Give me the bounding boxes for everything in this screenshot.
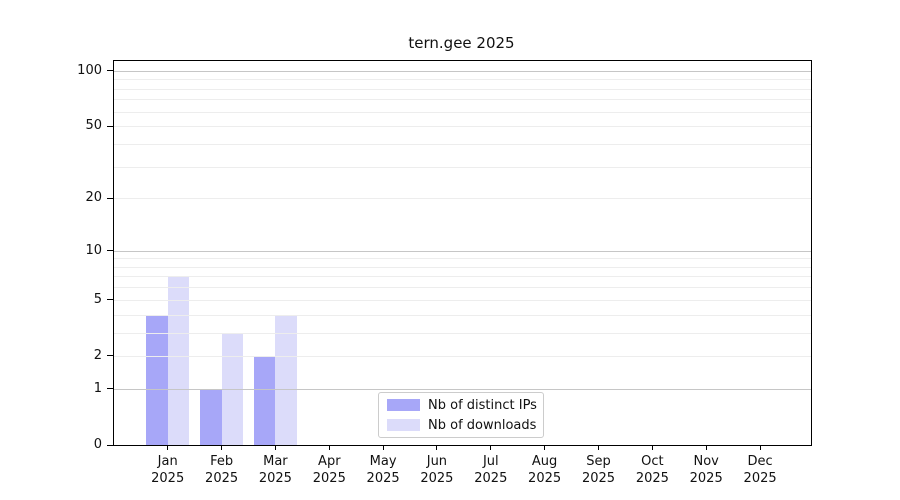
x-tick-label: Jan 2025	[151, 454, 185, 486]
y-tick-mark	[107, 355, 113, 357]
gridline-major	[114, 250, 811, 252]
y-tick-label: 2	[93, 347, 102, 363]
legend: Nb of distinct IPs Nb of downloads	[378, 392, 544, 438]
gridline-minor	[114, 198, 811, 200]
x-tick-label: Mar 2025	[258, 454, 292, 486]
x-tick-label: Jun 2025	[420, 454, 454, 486]
legend-label-downloads: Nb of downloads	[428, 417, 537, 433]
x-tick-mark	[759, 445, 761, 450]
gridline-major	[114, 388, 811, 390]
y-tick-mark	[107, 299, 113, 301]
bar-downloads	[221, 332, 244, 445]
y-tick-mark	[107, 444, 113, 446]
gridline-minor	[114, 166, 811, 168]
gridline-minor	[114, 276, 811, 278]
x-tick-label: Jul 2025	[474, 454, 508, 486]
y-tick-mark	[107, 250, 113, 252]
gridline-minor	[114, 332, 811, 334]
legend-row-distinct-ips: Nb of distinct IPs	[387, 397, 537, 413]
x-tick-mark	[544, 445, 546, 450]
x-tick-mark	[274, 445, 276, 450]
bar-distinct-ips	[253, 355, 276, 445]
bar-distinct-ips	[146, 314, 168, 445]
x-tick-label: Aug 2025	[528, 454, 562, 486]
gridline-minor	[114, 79, 811, 81]
chart-title: tern.gee 2025	[408, 34, 515, 52]
y-tick-label: 0	[93, 437, 102, 452]
gridline-minor	[114, 111, 811, 113]
bar-distinct-ips	[200, 388, 222, 445]
y-tick-mark	[107, 388, 113, 390]
y-tick-label: 10	[85, 242, 102, 258]
gridline-major	[114, 70, 811, 72]
gridline-minor	[114, 314, 811, 316]
gridline-minor	[114, 258, 811, 260]
legend-label-distinct-ips: Nb of distinct IPs	[428, 397, 537, 413]
gridline-minor	[114, 287, 811, 289]
x-tick-label: Nov 2025	[689, 454, 723, 486]
y-tick-label: 5	[93, 291, 102, 307]
x-tick-mark	[598, 445, 599, 450]
gridline-minor	[114, 143, 811, 145]
legend-swatch-distinct-ips	[387, 399, 420, 411]
legend-swatch-downloads	[387, 419, 420, 431]
y-tick-mark	[107, 125, 113, 127]
legend-row-downloads: Nb of downloads	[387, 417, 537, 433]
x-tick-mark	[221, 445, 223, 450]
x-tick-mark	[651, 445, 653, 450]
x-tick-mark	[167, 445, 169, 450]
gridline-minor	[114, 99, 811, 101]
gridline-minor	[114, 88, 811, 90]
y-tick-label: 50	[85, 118, 102, 134]
gridline-minor	[114, 126, 811, 128]
x-tick-label: Dec 2025	[743, 454, 777, 486]
x-tick-mark	[705, 445, 707, 450]
x-tick-mark	[382, 445, 384, 450]
x-tick-label: Sep 2025	[581, 454, 616, 486]
gridline-minor	[114, 355, 811, 357]
gridline-minor	[114, 299, 811, 301]
x-tick-label: Apr 2025	[312, 454, 346, 486]
gridline-minor	[114, 266, 811, 268]
y-tick-label: 20	[85, 190, 102, 206]
plot-area: Nb of distinct IPs Nb of downloads 0 1 2 5 1…	[77, 60, 812, 486]
x-tick-mark	[436, 445, 438, 450]
x-tick-label: May 2025	[366, 454, 400, 486]
y-tick-mark	[107, 70, 113, 72]
bar-downloads	[167, 276, 190, 445]
x-tick-mark	[490, 445, 492, 450]
y-tick-mark	[107, 197, 113, 199]
x-tick-label: Feb 2025	[205, 454, 239, 486]
x-tick-label: Oct 2025	[635, 454, 669, 486]
y-tick-label: 100	[77, 62, 102, 78]
bar-downloads	[275, 314, 297, 445]
y-tick-label: 1	[93, 380, 102, 396]
x-tick-mark	[328, 445, 330, 450]
